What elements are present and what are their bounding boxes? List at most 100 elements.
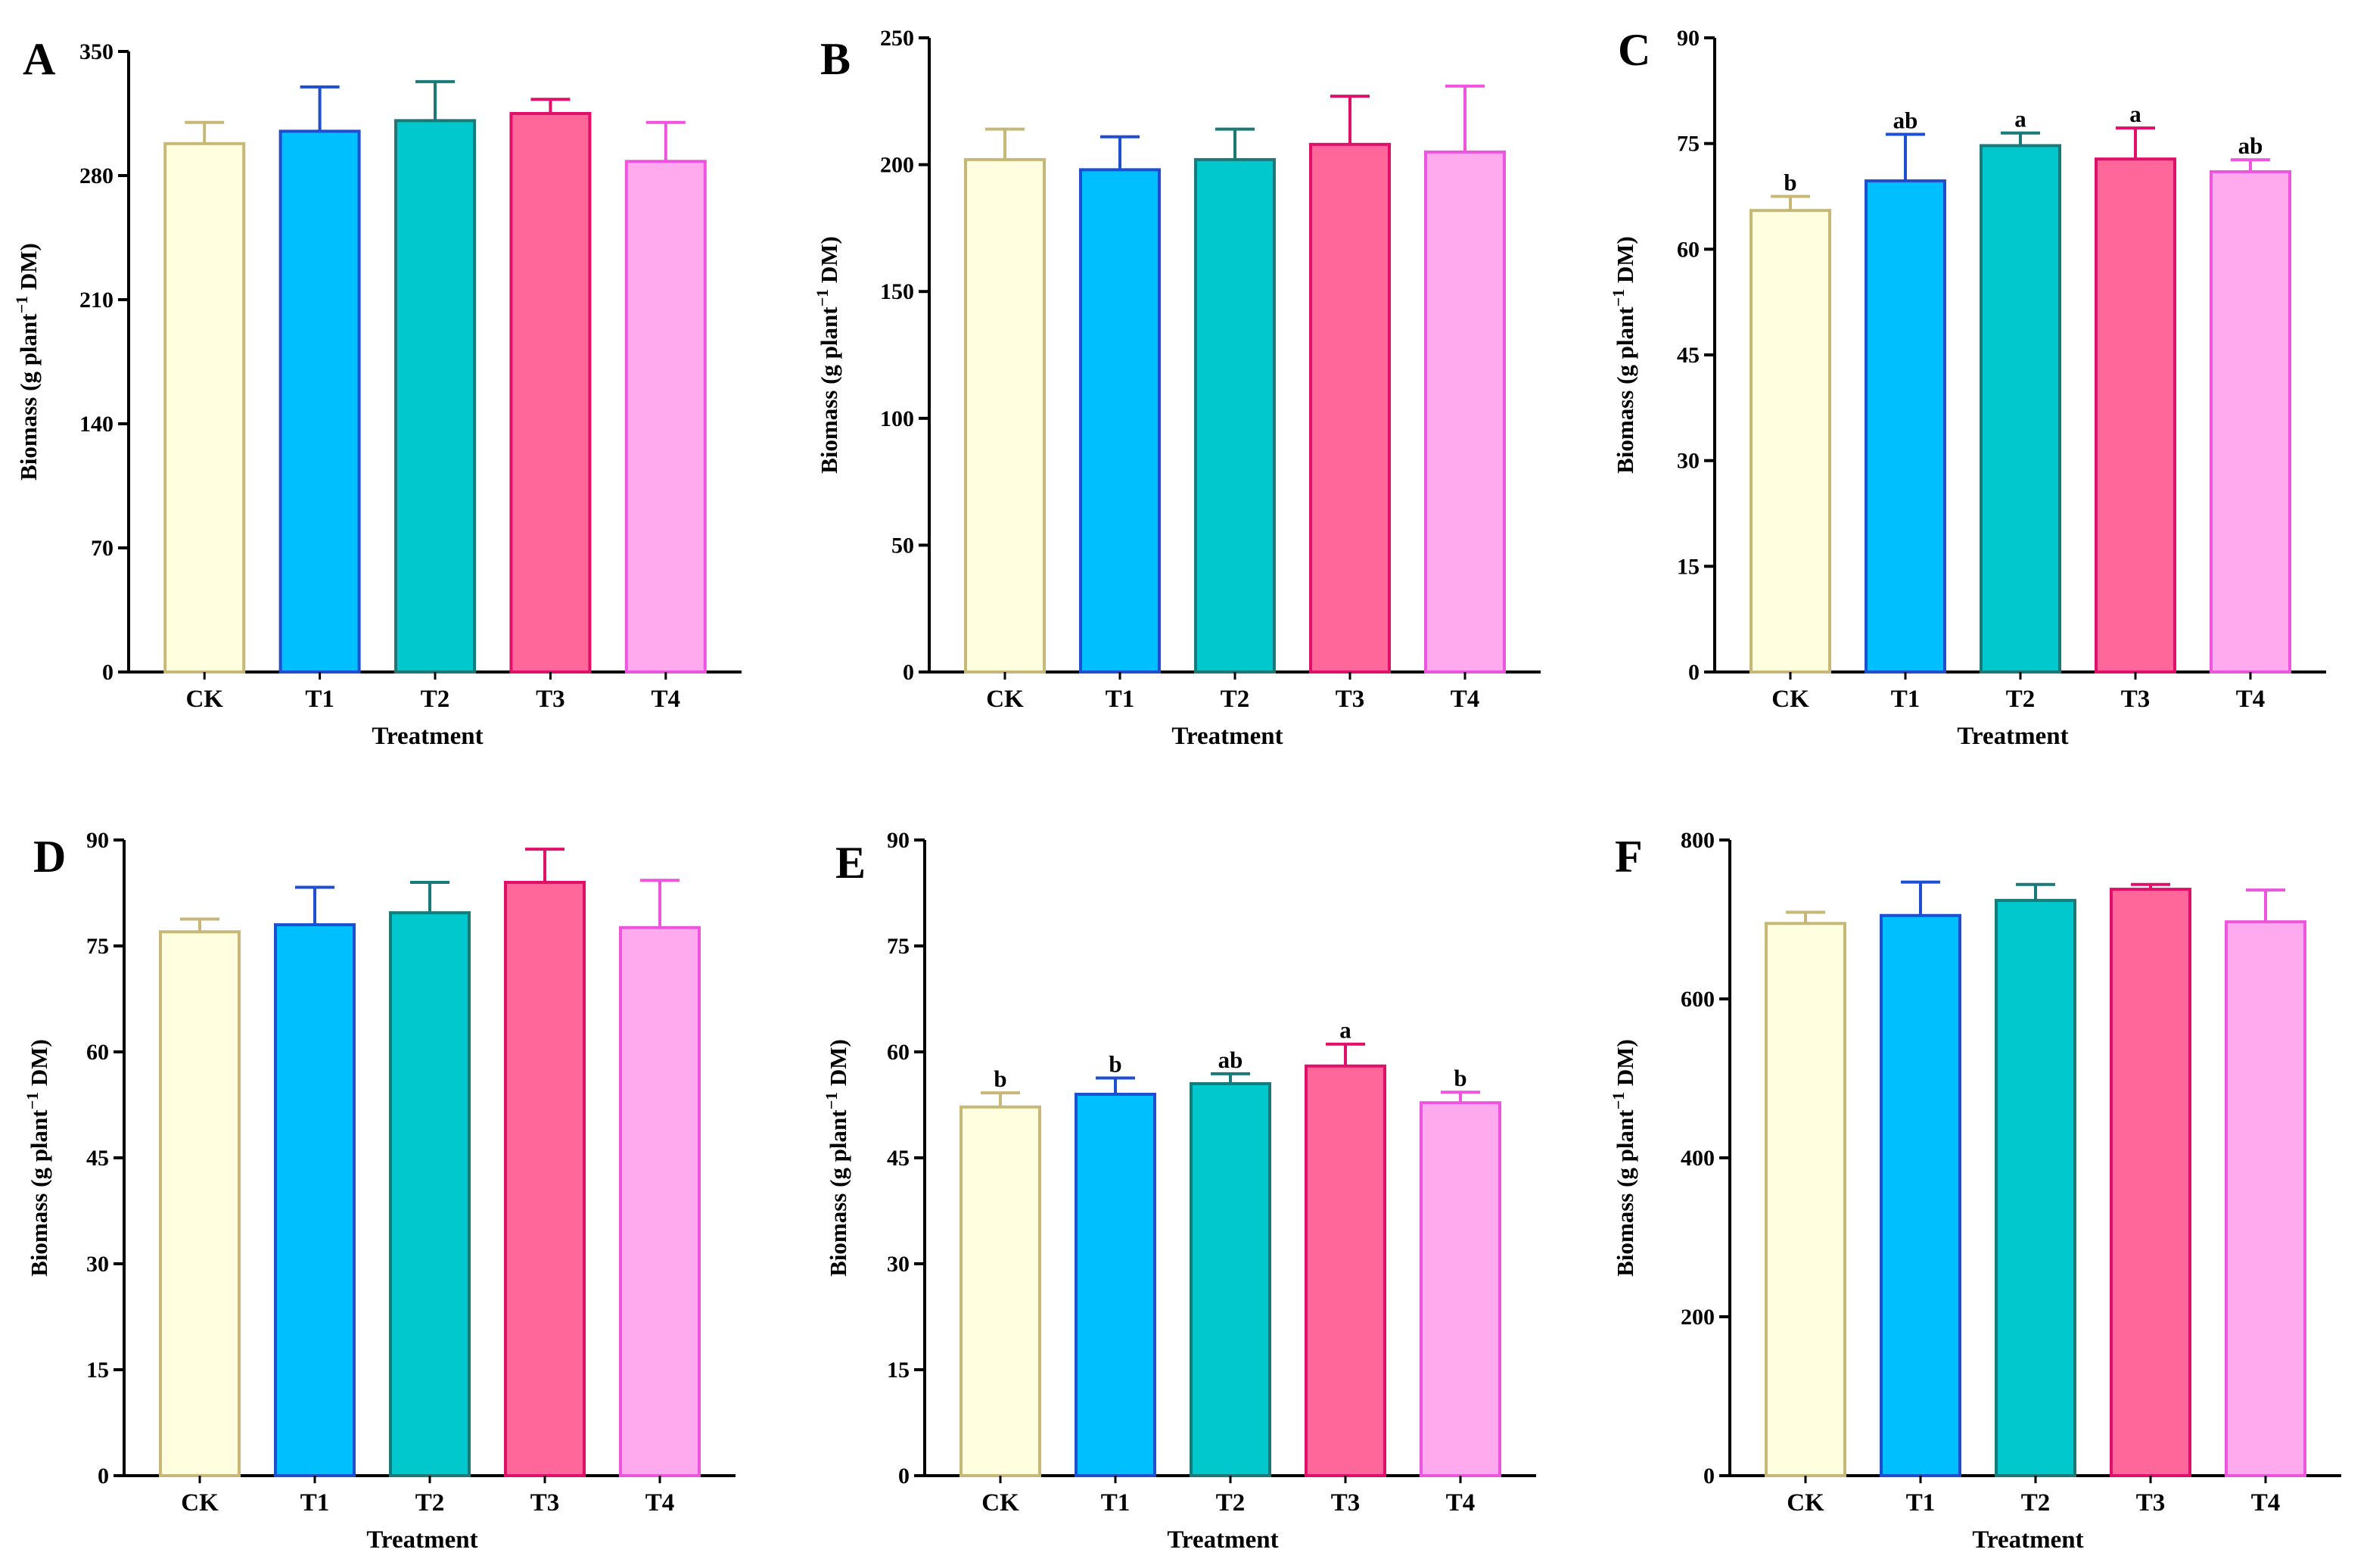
y-tick-label: 140 (79, 412, 114, 437)
x-tick-label: T4 (1451, 686, 1480, 713)
x-axis-title: Treatment (366, 1526, 477, 1554)
x-tick-label: CK (185, 686, 223, 713)
y-tick-label: 75 (1677, 132, 1700, 157)
y-tick-label: 800 (1681, 828, 1715, 853)
y-axis-title-superscript: −1 (822, 1092, 841, 1110)
y-tick-label: 200 (1681, 1305, 1715, 1330)
bar-t2 (1980, 144, 2061, 674)
y-tick-label: 45 (1677, 343, 1700, 368)
y-axis-title-superscript: −1 (1609, 289, 1628, 307)
bar-t1 (274, 923, 356, 1477)
y-tick-label: 60 (887, 1040, 910, 1065)
bar-t4 (2210, 170, 2291, 674)
y-tick-label: 0 (898, 1464, 910, 1489)
bar-t3 (2095, 157, 2176, 674)
y-tick-label: 30 (887, 1252, 910, 1277)
bar-t2 (1995, 898, 2076, 1478)
bar-t2 (1194, 157, 1276, 674)
y-tick-label: 100 (880, 406, 914, 431)
significance-label: a (2014, 106, 2026, 132)
x-tick-label: T4 (2236, 686, 2266, 713)
bar-t1 (1079, 168, 1161, 674)
y-tick-label: 0 (102, 660, 114, 685)
y-axis-title-unit: DM) (1612, 1039, 1638, 1092)
bar-t3 (504, 881, 586, 1477)
x-tick-label: T1 (1891, 686, 1921, 713)
y-axis-title-superscript: −1 (1609, 1092, 1628, 1110)
bar-t3 (509, 112, 592, 674)
y-tick-label: 280 (79, 163, 114, 188)
x-tick-label: CK (1787, 1489, 1824, 1517)
y-axis-title-text: Biomass (g plant (816, 306, 842, 474)
bar-t3 (1309, 142, 1391, 674)
y-axis-title-text: Biomass (g plant (1612, 1109, 1638, 1277)
bar-t3 (1305, 1064, 1386, 1477)
x-tick-label: T3 (2121, 686, 2151, 713)
y-axis-title: Biomass (g plant−1 DM) (822, 1039, 851, 1277)
significance-label: a (1339, 1017, 1351, 1044)
y-axis-title-superscript: −1 (23, 1092, 42, 1110)
y-tick-label: 600 (1681, 987, 1715, 1012)
bar-t1 (1075, 1093, 1156, 1477)
x-tick-label: T2 (415, 1489, 445, 1517)
x-tick-label: T1 (1906, 1489, 1936, 1517)
bar-ck (1765, 922, 1846, 1477)
y-axis-title: Biomass (g plant−1 DM) (813, 236, 842, 474)
bar-t1 (1880, 913, 1961, 1477)
significance-label: b (1109, 1051, 1121, 1078)
y-axis-title-superscript: −1 (813, 289, 832, 307)
x-tick-label: T3 (536, 686, 565, 713)
y-tick-label: 210 (79, 288, 114, 313)
significance-label: ab (1218, 1047, 1243, 1073)
bar-t4 (2225, 920, 2306, 1477)
panel-label: E (835, 838, 866, 888)
bar-ck (960, 1105, 1041, 1478)
x-tick-label: T1 (1106, 686, 1135, 713)
bar-ck (159, 930, 241, 1478)
y-tick-label: 90 (887, 828, 910, 853)
bar-t1 (1865, 179, 1946, 674)
panel-label: B (820, 34, 851, 84)
bar-t2 (1190, 1082, 1271, 1477)
bar-t4 (619, 926, 701, 1477)
x-tick-label: T3 (2136, 1489, 2166, 1517)
bar-ck (163, 142, 246, 674)
x-axis-title: Treatment (1167, 1526, 1278, 1554)
y-tick-label: 250 (880, 26, 914, 51)
y-tick-label: 200 (880, 153, 914, 178)
x-tick-label: T1 (300, 1489, 330, 1517)
y-tick-label: 30 (86, 1252, 109, 1277)
x-tick-label: T3 (1331, 1489, 1361, 1517)
bar-t1 (278, 129, 361, 674)
x-tick-label: T2 (1221, 686, 1250, 713)
y-axis-title-superscript: −1 (12, 296, 31, 314)
chart-panel-c: C 0 15 30 45 60 75 90 Biomass (g plant−1 DM) b CK a… (1609, 25, 2326, 750)
bar-t4 (1424, 150, 1506, 674)
y-axis-title-unit: DM) (15, 243, 42, 296)
significance-label: b (1454, 1065, 1466, 1091)
bar-t2 (389, 911, 471, 1477)
y-tick-label: 75 (86, 934, 109, 959)
x-tick-label: T2 (2021, 1489, 2051, 1517)
panel-label: F (1615, 832, 1643, 882)
bar-t2 (394, 119, 476, 674)
x-tick-label: CK (181, 1489, 219, 1517)
x-axis-title: Treatment (1957, 723, 2068, 750)
y-tick-label: 150 (880, 279, 914, 304)
y-axis-title: Biomass (g plant−1 DM) (1609, 1039, 1638, 1277)
y-tick-label: 400 (1681, 1146, 1715, 1171)
y-axis-title-text: Biomass (g plant (26, 1109, 52, 1277)
chart-panel-e: E 0 15 30 45 60 75 90 Biomass (g plant−1 DM) b CK b… (822, 828, 1536, 1554)
panel-label: A (23, 34, 55, 84)
x-tick-label: T4 (1446, 1489, 1476, 1517)
x-tick-label: T3 (1336, 686, 1365, 713)
x-tick-label: CK (986, 686, 1024, 713)
y-axis-title: Biomass (g plant−1 DM) (1609, 236, 1638, 474)
x-tick-label: T2 (1216, 1489, 1246, 1517)
y-tick-label: 45 (887, 1146, 910, 1171)
significance-label: ab (2238, 132, 2263, 159)
y-tick-label: 0 (1688, 660, 1700, 685)
x-tick-label: T2 (2006, 686, 2036, 713)
significance-label: b (1784, 170, 1796, 196)
